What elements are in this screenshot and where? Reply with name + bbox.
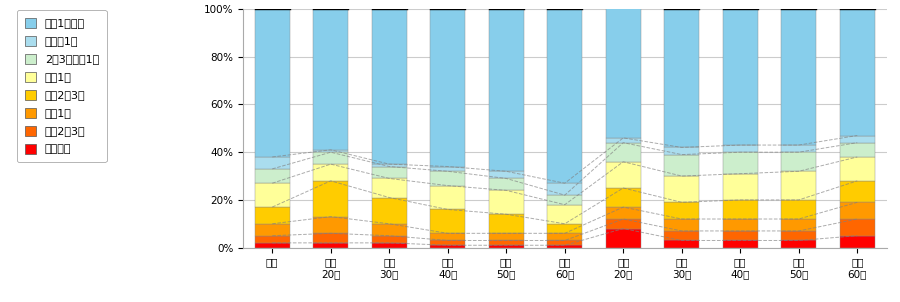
Bar	[430, 233, 465, 240]
Bar	[430, 171, 465, 186]
Bar	[840, 136, 875, 143]
Bar	[664, 219, 699, 231]
Bar	[840, 143, 875, 157]
Bar	[255, 183, 290, 207]
Bar	[840, 9, 875, 136]
Bar	[372, 164, 407, 166]
Bar	[372, 9, 407, 164]
Bar	[489, 190, 524, 214]
Bar	[372, 224, 407, 236]
Bar	[255, 169, 290, 183]
Bar	[547, 9, 582, 183]
Bar	[781, 231, 816, 240]
Bar	[606, 138, 641, 143]
Bar	[840, 157, 875, 181]
Bar	[606, 0, 641, 138]
Bar	[547, 224, 582, 233]
Bar	[255, 157, 290, 169]
Bar	[430, 186, 465, 210]
Bar	[781, 171, 816, 200]
Bar	[313, 150, 348, 152]
Bar	[840, 181, 875, 202]
Bar	[430, 9, 465, 166]
Bar	[489, 245, 524, 248]
Bar	[606, 219, 641, 229]
Bar	[664, 155, 699, 176]
Bar	[606, 143, 641, 162]
Bar	[372, 178, 407, 198]
Bar	[723, 200, 758, 219]
Bar	[606, 229, 641, 248]
Bar	[547, 195, 582, 205]
Bar	[606, 162, 641, 188]
Bar	[430, 245, 465, 248]
Bar	[664, 240, 699, 248]
Bar	[664, 231, 699, 240]
Bar	[547, 240, 582, 245]
Bar	[781, 152, 816, 171]
Bar	[723, 9, 758, 145]
Bar	[606, 207, 641, 219]
Bar	[781, 200, 816, 219]
Bar	[255, 236, 290, 243]
Bar	[255, 9, 290, 157]
Bar	[664, 147, 699, 155]
Bar	[372, 198, 407, 224]
Bar	[723, 219, 758, 231]
Bar	[489, 9, 524, 171]
Bar	[313, 164, 348, 181]
Legend: 年に1回以下, 半年に1回, 2～3カ月に1回, 月に1回, 月に2～3回, 週に1回, 週に2～3回, ほぼ毎日: 年に1回以下, 半年に1回, 2～3カ月に1回, 月に1回, 月に2～3回, 週…	[17, 10, 107, 162]
Bar	[255, 224, 290, 236]
Bar	[547, 233, 582, 240]
Bar	[489, 233, 524, 240]
Bar	[372, 243, 407, 248]
Bar	[430, 166, 465, 171]
Bar	[781, 219, 816, 231]
Bar	[313, 233, 348, 243]
Bar	[489, 240, 524, 245]
Bar	[723, 152, 758, 174]
Bar	[430, 240, 465, 245]
Bar	[840, 219, 875, 236]
Bar	[489, 214, 524, 233]
Bar	[664, 202, 699, 219]
Bar	[723, 240, 758, 248]
Bar	[606, 188, 641, 207]
Bar	[547, 183, 582, 195]
Bar	[372, 236, 407, 243]
Bar	[255, 207, 290, 224]
Bar	[489, 171, 524, 178]
Bar	[313, 217, 348, 233]
Bar	[723, 145, 758, 152]
Bar	[781, 240, 816, 248]
Bar	[255, 243, 290, 248]
Bar	[313, 181, 348, 217]
Bar	[781, 9, 816, 145]
Bar	[840, 202, 875, 219]
Bar	[313, 9, 348, 150]
Bar	[664, 176, 699, 202]
Bar	[664, 9, 699, 147]
Bar	[489, 178, 524, 190]
Bar	[840, 236, 875, 248]
Bar	[547, 245, 582, 248]
Bar	[313, 243, 348, 248]
Bar	[723, 231, 758, 240]
Bar	[313, 152, 348, 164]
Bar	[723, 174, 758, 200]
Bar	[781, 145, 816, 152]
Bar	[430, 210, 465, 233]
Bar	[547, 205, 582, 224]
Bar	[372, 166, 407, 178]
